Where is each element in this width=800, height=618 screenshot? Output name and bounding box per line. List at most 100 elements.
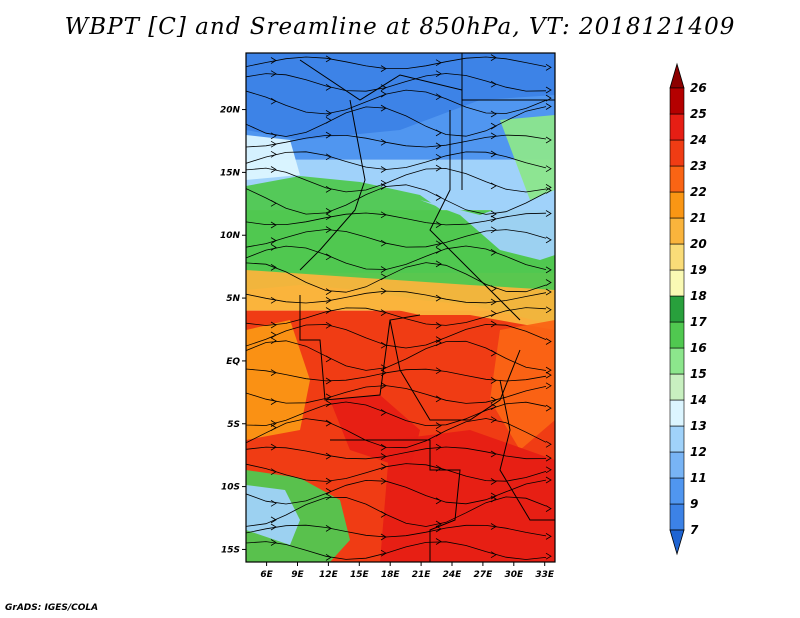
streamline-arrow [325,110,332,117]
streamline-arrow [270,264,277,271]
streamline-arrow [325,55,332,63]
lon-tick-label: 6E [260,570,273,580]
streamline-arrow [325,452,332,460]
streamline-arrow [490,478,497,485]
border-line [429,110,521,321]
colorbar-segment [669,373,685,401]
lon-tick-label: 15E [350,570,370,580]
streamline-arrow [435,221,442,228]
streamline-arrow [545,306,552,314]
streamline-arrow [380,444,387,451]
streamline-arrow [545,366,552,374]
border-line [499,379,555,521]
streamline-arrow [435,336,442,343]
streamline-arrow [435,497,442,505]
colorbar-segment [669,295,685,323]
streamline-arrow [545,382,552,390]
lat-tick-label: 10S [221,483,240,493]
streamline-arrow [490,80,497,88]
streamline-arrow [325,84,332,91]
colorbar-label: 22 [690,185,707,199]
streamlines [246,54,552,561]
streamline-arrow [490,249,497,256]
streamline-arrow [325,493,332,501]
streamline-arrow [380,239,387,247]
streamline-arrow [490,396,497,404]
colorbar-label: 21 [690,211,707,225]
streamline-arrow [545,187,552,194]
streamline-arrow [380,104,387,112]
colorbar-label: 13 [690,419,707,433]
streamline-arrow [325,419,332,427]
colorbar-label: 11 [690,471,707,485]
streamline-arrow [435,322,442,329]
streamline-arrow [545,86,552,94]
streamline-arrow [380,477,387,485]
lon-tick-label: 27E [474,570,494,580]
map-area [245,52,556,563]
streamline-arrow [490,182,497,190]
border-line [299,99,366,271]
streamline-arrow [380,463,387,471]
streamline-arrow [380,364,387,372]
streamline-arrow [490,132,497,140]
streamline-arrow [380,179,387,187]
streamline-arrow [545,184,552,191]
streamline-arrow [435,443,442,451]
colorbar-segment [669,347,685,375]
streamline-arrow [490,226,497,234]
streamline-arrow [380,453,387,460]
streamline-arrow [545,552,552,560]
streamline-arrow [435,395,442,403]
streamline-arrow [270,337,277,345]
streamline-arrow [545,533,552,540]
colorbar-label: 25 [690,107,707,121]
colorbar-segment [669,269,685,297]
lon-tick-label: 30E [504,570,524,580]
orange-band-patch [246,270,555,330]
colorbar-label: 12 [690,445,707,459]
colorbar-segment [669,217,685,245]
colorbar-segment [669,477,685,505]
streamline-arrow [325,253,332,261]
streamline-arrow [435,194,442,201]
streamline-arrow [380,382,387,389]
streamline-arrow [325,288,332,295]
streamline-arrow [325,554,332,561]
streamline-arrow [270,296,277,304]
streamline-arrow [380,511,387,518]
streamline-arrow [325,226,332,233]
streamline-arrow [545,165,552,173]
lon-tick-label: 24E [443,570,463,580]
streamline-arrow [270,443,277,451]
streamline-arrow [270,523,277,531]
streamline-arrow [270,398,277,405]
colorbar-segment [669,425,685,453]
colorbar-segment [669,87,685,115]
colorbar-label: 14 [690,393,707,407]
streamline-arrow [490,215,497,223]
streamline-arrow [490,450,497,458]
colorbar-label: 26 [690,81,707,95]
streamline-arrow [380,287,387,295]
streamline-arrow [435,240,442,248]
streamline-arrow [270,150,277,158]
streamline-arrow [380,273,387,281]
streamline-arrow [545,103,552,110]
streamline-arrow [325,477,332,485]
streamline-arrow [545,136,552,144]
colorbar-bottom-triangle [669,529,685,556]
streamline-arrow [380,65,387,72]
streamline-arrow [490,285,497,292]
lon-tick-label: 12E [319,570,339,580]
streamline-arrow [380,138,387,146]
colorbar-label: 16 [690,341,707,355]
map-axes: 20N 15N 10N 5N EQ 5S 10S 15S 6E 9E 12E 15E 18E 21E 24E… [220,106,555,580]
streamline-arrow [545,210,552,217]
streamline-arrow [380,549,387,557]
colorbar-label: 9 [690,497,698,511]
colorbar-segment [669,451,685,479]
colorbar-top-triangle [669,62,685,89]
streamline-arrow [435,429,442,437]
streamline-arrow [490,110,497,118]
